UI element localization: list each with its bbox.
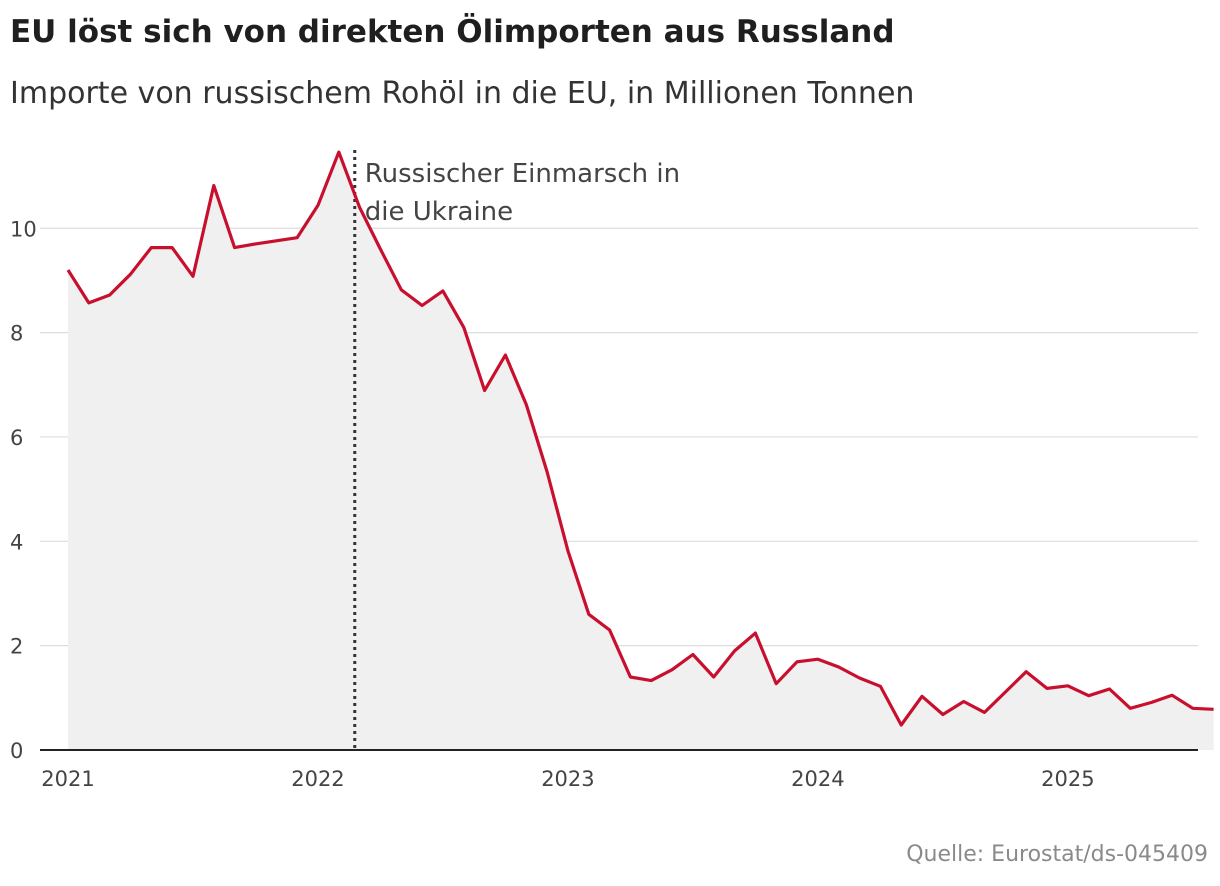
event-label: die Ukraine bbox=[365, 197, 513, 227]
event-label: Russischer Einmarsch in bbox=[365, 159, 680, 189]
y-tick-label: 8 bbox=[10, 322, 23, 346]
x-tick-label: 2024 bbox=[791, 767, 844, 791]
x-tick-label: 2021 bbox=[41, 767, 94, 791]
source-note: Quelle: Eurostat/ds-045409 bbox=[906, 842, 1208, 867]
y-tick-label: 6 bbox=[10, 426, 23, 450]
y-axis-ticks: 0 2 4 6 8 10 bbox=[10, 217, 37, 763]
x-axis-ticks: 2021 2022 2023 2024 2025 bbox=[41, 767, 1094, 791]
area-fill bbox=[68, 152, 1214, 751]
event-marker: Russischer Einmarsch in die Ukraine bbox=[353, 150, 680, 750]
chart-title: EU löst sich von direkten Ölimporten aus… bbox=[10, 14, 895, 50]
y-tick-label: 2 bbox=[10, 635, 23, 659]
y-tick-label: 0 bbox=[10, 739, 23, 763]
y-tick-label: 10 bbox=[10, 217, 37, 241]
x-tick-label: 2023 bbox=[541, 767, 594, 791]
x-tick-label: 2022 bbox=[291, 767, 344, 791]
series-line bbox=[66, 150, 1214, 727]
x-tick-label: 2025 bbox=[1041, 767, 1094, 791]
y-tick-label: 4 bbox=[10, 530, 23, 554]
chart-subtitle: Importe von russischem Rohöl in die EU, … bbox=[10, 76, 915, 111]
